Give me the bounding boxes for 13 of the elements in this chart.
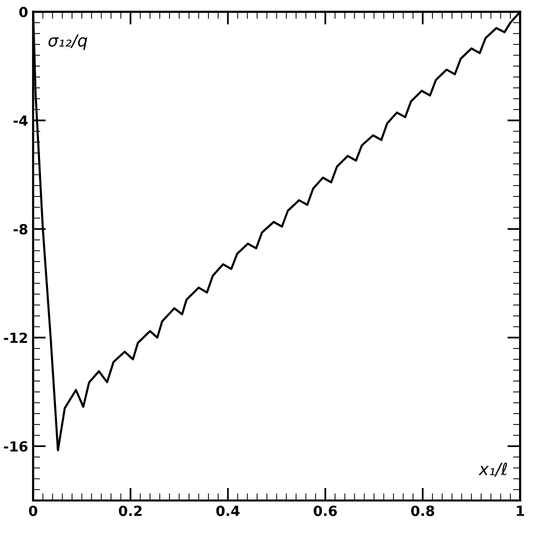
- y-axis-title: σ₁₂/q: [48, 34, 88, 50]
- y-tick-label: 0: [19, 6, 28, 18]
- y-tick-label: -8: [14, 224, 28, 234]
- y-tick-label: -16: [4, 441, 28, 452]
- y-tick-label: -12: [4, 332, 28, 343]
- x-tick-label: 0.4: [216, 506, 240, 516]
- x-tick-label: 0.8: [411, 506, 434, 516]
- x-axis-title: x₁/ℓ: [478, 462, 507, 477]
- x-tick-label: 1: [516, 506, 524, 516]
- y-tick-label: -4: [14, 116, 28, 126]
- x-tick-label: 0.2: [118, 506, 142, 516]
- x-tick-label: 0.6: [314, 506, 337, 516]
- x-tick-label: 0: [28, 506, 38, 516]
